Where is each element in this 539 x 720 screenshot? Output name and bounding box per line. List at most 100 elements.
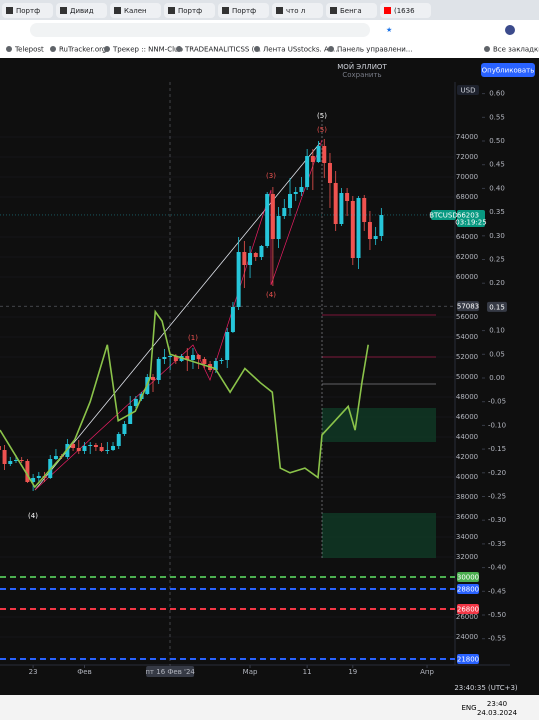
- wave-label: (4): [28, 512, 38, 520]
- candle-body: [322, 146, 327, 163]
- candle-body: [19, 460, 24, 461]
- candle-body: [128, 406, 133, 424]
- candle-body: [270, 194, 275, 239]
- y2-tick-label: 0.30: [489, 232, 505, 240]
- candle-body: [25, 461, 30, 482]
- y-tick-label: 56000: [456, 313, 478, 321]
- tab-title[interactable]: (1636: [394, 7, 415, 15]
- level-label-box: [457, 572, 479, 582]
- candle-body: [99, 447, 104, 451]
- candle-body: [345, 193, 350, 201]
- level-label-box: [457, 604, 479, 614]
- language[interactable]: ENG: [461, 704, 476, 712]
- star-icon[interactable]: ★: [386, 26, 392, 34]
- y2-tick-label: -0.55: [488, 635, 506, 643]
- url-field[interactable]: [30, 23, 370, 37]
- y2-tick-label: -0.35: [488, 540, 506, 548]
- bookmark[interactable]: Панель управлени...: [337, 46, 412, 54]
- profile-icon[interactable]: [505, 25, 515, 35]
- candle-body: [367, 222, 372, 239]
- level-label: 26800: [457, 606, 479, 614]
- right-sidebar: [510, 82, 539, 695]
- candle-body: [105, 450, 110, 451]
- candle-body: [213, 361, 218, 370]
- candle-body: [133, 399, 138, 406]
- bookmark-icon: [6, 46, 12, 52]
- candle-body: [230, 307, 235, 332]
- taskbar-time[interactable]: 23:40: [487, 700, 507, 708]
- y-tick-label: 34000: [456, 533, 478, 541]
- candle-body: [116, 434, 121, 446]
- publish-button[interactable]: [481, 63, 535, 77]
- candle-body: [36, 476, 41, 478]
- tab[interactable]: [110, 3, 161, 18]
- candle-body: [310, 156, 315, 162]
- bookmark[interactable]: TRADEANALITICSS (...: [184, 46, 261, 54]
- bookmark[interactable]: Лента USstocks. Ак...: [263, 46, 340, 54]
- candle-body: [53, 456, 58, 459]
- layout-name[interactable]: МОЙ ЭЛЛИОТ: [337, 62, 387, 71]
- wave-label: (5): [317, 112, 327, 120]
- currency-box[interactable]: [457, 85, 479, 95]
- crosshair-osc-box: [487, 301, 507, 312]
- tab[interactable]: [218, 3, 269, 18]
- candle-body: [293, 192, 298, 194]
- tab[interactable]: [326, 3, 377, 18]
- bookmark[interactable]: RuTracker.org: [59, 46, 106, 54]
- tab-icon: [6, 7, 13, 14]
- y-tick-label: 38000: [456, 493, 478, 501]
- y2-tick-label: 0.25: [489, 256, 505, 264]
- tab-icon: [330, 7, 337, 14]
- candle-body: [31, 478, 36, 482]
- candle-body: [350, 201, 355, 258]
- x-tick-label: Фев: [77, 668, 91, 676]
- oscillator-line: [0, 309, 369, 489]
- tab[interactable]: [164, 3, 215, 18]
- y-tick-label: 26000: [456, 613, 478, 621]
- bookmark-icon: [50, 46, 56, 52]
- tab-title[interactable]: Портф: [16, 7, 40, 15]
- bookmark[interactable]: Все закладки: [493, 46, 539, 54]
- candle-body: [65, 444, 70, 457]
- y-tick-label: 36000: [456, 513, 478, 521]
- candle-body: [8, 461, 13, 464]
- tab[interactable]: [380, 3, 431, 18]
- y-tick-label: 74000: [456, 133, 478, 141]
- candle-body: [288, 194, 293, 208]
- y2-tick-label: -0.15: [488, 445, 506, 453]
- x-tick-label: 19: [348, 668, 357, 676]
- level-label-box: [457, 654, 479, 664]
- y-tick-label: 40000: [456, 473, 478, 481]
- crosshair-date-box: [146, 666, 195, 677]
- level-label: 30000: [457, 574, 479, 582]
- taskbar-date[interactable]: 24.03.2024: [477, 709, 518, 717]
- tab-title[interactable]: Портф: [232, 7, 256, 15]
- tab-title[interactable]: Кален: [124, 7, 147, 15]
- candle-body: [173, 356, 178, 361]
- candle-body: [82, 446, 87, 451]
- tab-title[interactable]: Портф: [178, 7, 202, 15]
- zone-box: [322, 513, 436, 558]
- y-tick-label: 44000: [456, 433, 478, 441]
- bookmark[interactable]: Telepost: [14, 46, 44, 54]
- candle-body: [76, 448, 81, 451]
- candle-body: [305, 156, 310, 187]
- tab-title[interactable]: что л: [286, 7, 305, 15]
- tab-title[interactable]: Бенга: [340, 7, 362, 15]
- bookmark[interactable]: Трекер :: NNM-Club: [112, 46, 183, 54]
- candle-body: [190, 355, 195, 360]
- tab[interactable]: [2, 3, 53, 18]
- y-tick-label: 68000: [456, 193, 478, 201]
- candle-body: [248, 253, 253, 265]
- candle-body: [282, 208, 287, 216]
- tab[interactable]: [272, 3, 323, 18]
- publish-label[interactable]: Опубликовать: [482, 67, 535, 75]
- symbol-box: [431, 209, 456, 220]
- tab-title[interactable]: Дивид: [70, 7, 94, 15]
- y2-tick-label: -0.20: [488, 469, 506, 477]
- tab[interactable]: [56, 3, 107, 18]
- candle-body: [168, 356, 173, 357]
- wave-label: (3): [266, 172, 276, 180]
